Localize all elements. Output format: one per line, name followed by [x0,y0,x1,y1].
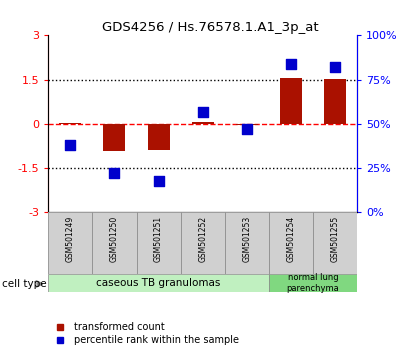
Bar [103,124,126,151]
Point [287,61,294,67]
Bar [225,212,269,274]
Text: normal lung
parenchyma: normal lung parenchyma [286,274,339,293]
Bar [192,122,214,124]
Text: GSM501252: GSM501252 [198,216,207,262]
Text: GSM501249: GSM501249 [66,216,75,262]
Bar [136,212,181,274]
Point [155,178,162,183]
Point [244,126,250,132]
Text: GSM501251: GSM501251 [154,216,163,262]
Bar [269,274,357,292]
Legend: transformed count, percentile rank within the sample: transformed count, percentile rank withi… [47,319,243,349]
Text: cell type: cell type [2,279,47,289]
Bar [269,212,313,274]
Point [67,142,74,148]
Bar [324,79,346,124]
Bar [59,123,81,124]
Text: caseous TB granulomas: caseous TB granulomas [96,278,221,288]
Bar [280,78,302,124]
Text: GDS4256 / Hs.76578.1.A1_3p_at: GDS4256 / Hs.76578.1.A1_3p_at [102,21,318,34]
Text: GSM501255: GSM501255 [331,216,339,262]
Bar [48,212,92,274]
Bar [92,212,136,274]
Bar [181,212,225,274]
Bar [313,212,357,274]
Point [199,109,206,114]
Text: GSM501254: GSM501254 [286,216,295,262]
Bar [48,274,269,292]
Point [111,171,118,176]
Bar [147,124,170,150]
Text: GSM501253: GSM501253 [242,216,251,262]
Point [332,64,339,70]
Bar [236,124,258,125]
Text: GSM501250: GSM501250 [110,216,119,262]
